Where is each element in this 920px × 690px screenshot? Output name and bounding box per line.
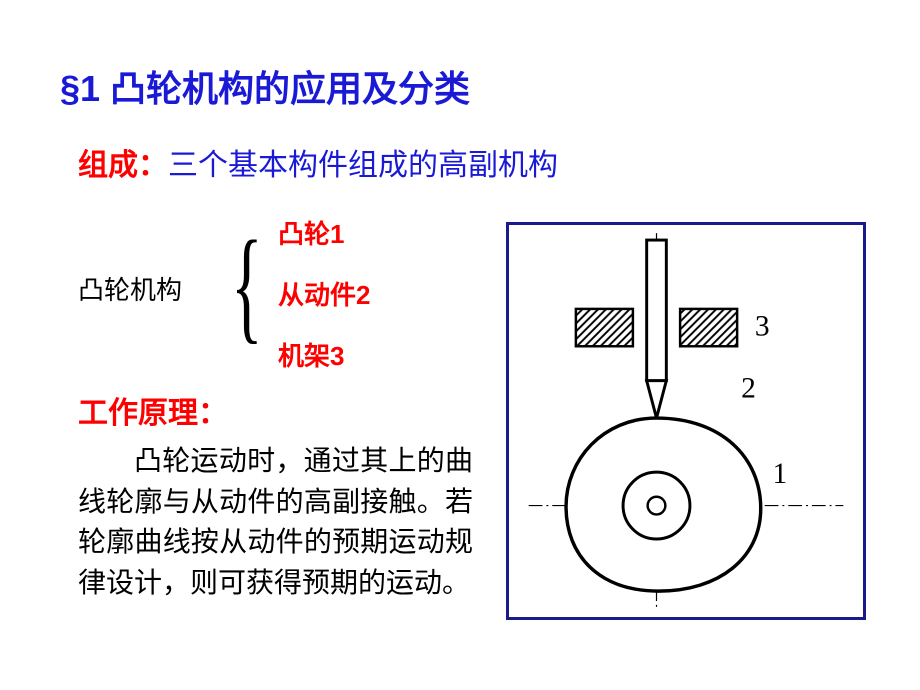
cam-diagram: 3 2 1: [506, 222, 866, 620]
composition-line: 组成：三个基本构件组成的高副机构: [78, 140, 860, 184]
cam-diagram-svg: 3 2 1: [509, 225, 863, 617]
component-follower: 从动件2: [278, 275, 370, 312]
component-list: 凸轮1 从动件2 机架3: [278, 214, 370, 397]
frame-left: [576, 309, 633, 346]
composition-label: 组成：: [78, 149, 168, 182]
mechanism-label: 凸轮机构: [78, 270, 182, 307]
section-title: §1 凸轮机构的应用及分类: [60, 60, 860, 112]
component-frame: 机架3: [278, 336, 370, 373]
follower: [647, 240, 667, 418]
frame-right: [680, 309, 737, 346]
label-cam: 1: [773, 458, 788, 490]
component-cam: 凸轮1: [278, 214, 370, 251]
brace-icon: {: [231, 206, 263, 364]
slide: §1 凸轮机构的应用及分类 组成：三个基本构件组成的高副机构 凸轮机构 { 凸轮…: [0, 0, 920, 690]
principle-body: 凸轮运动时，通过其上的曲线轮廓与从动件的高副接触。若轮廓曲线按从动件的预期运动规…: [78, 442, 473, 604]
label-frame: 3: [755, 310, 770, 342]
composition-desc: 三个基本构件组成的高副机构: [168, 149, 558, 182]
cam: [566, 418, 761, 591]
label-follower: 2: [741, 372, 756, 404]
